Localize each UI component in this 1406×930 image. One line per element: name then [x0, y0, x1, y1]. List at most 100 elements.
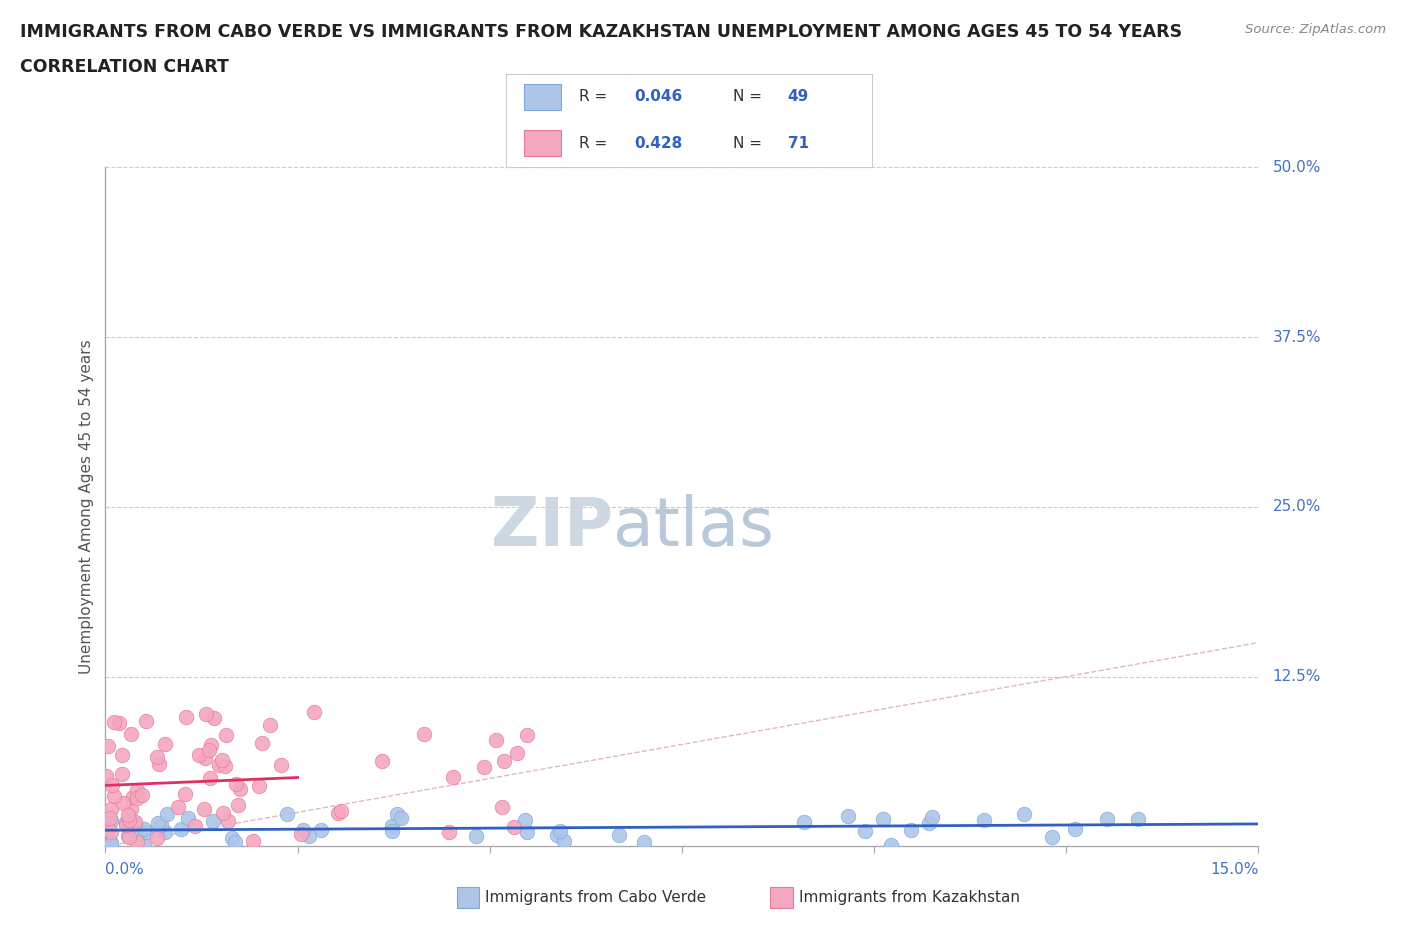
Point: [326, 806, 349, 821]
Point: [188, 748, 211, 763]
Point: [242, 833, 264, 848]
Point: [548, 824, 571, 839]
Point: [110, 766, 132, 781]
Point: [125, 835, 148, 850]
Point: [472, 760, 495, 775]
Point: [117, 807, 139, 822]
Point: [506, 746, 529, 761]
Point: [120, 726, 142, 741]
Point: [146, 830, 169, 845]
Point: [153, 737, 176, 751]
Point: [793, 815, 815, 830]
Point: [124, 816, 146, 830]
Text: Immigrants from Kazakhstan: Immigrants from Kazakhstan: [799, 890, 1019, 905]
Point: [135, 713, 157, 728]
Point: [439, 825, 461, 840]
Point: [1063, 821, 1085, 836]
Point: [202, 711, 225, 725]
Point: [100, 837, 122, 852]
Point: [122, 790, 145, 804]
Point: [208, 758, 231, 773]
Point: [108, 715, 131, 730]
Text: 0.428: 0.428: [634, 136, 682, 151]
Point: [115, 817, 138, 832]
Text: Immigrants from Cabo Verde: Immigrants from Cabo Verde: [485, 890, 706, 905]
Point: [200, 737, 222, 752]
Point: [193, 802, 215, 817]
Point: [880, 838, 903, 853]
Point: [252, 736, 274, 751]
Point: [103, 789, 125, 804]
Point: [921, 809, 943, 824]
Point: [214, 758, 236, 773]
Point: [309, 823, 332, 838]
Text: Source: ZipAtlas.com: Source: ZipAtlas.com: [1246, 23, 1386, 36]
Point: [101, 777, 124, 792]
Point: [292, 822, 315, 837]
Point: [1095, 812, 1118, 827]
Text: N =: N =: [733, 136, 766, 151]
Point: [169, 821, 191, 836]
Point: [516, 728, 538, 743]
Point: [1040, 830, 1063, 844]
Point: [156, 806, 179, 821]
Text: 37.5%: 37.5%: [1272, 329, 1320, 345]
Text: 25.0%: 25.0%: [1272, 499, 1320, 514]
Point: [194, 707, 217, 722]
Point: [124, 815, 146, 830]
Point: [198, 771, 221, 786]
Text: 15.0%: 15.0%: [1211, 862, 1258, 877]
Point: [148, 757, 170, 772]
Text: 12.5%: 12.5%: [1272, 669, 1320, 684]
Point: [229, 781, 252, 796]
Point: [1128, 812, 1150, 827]
Text: 49: 49: [787, 89, 808, 104]
Point: [131, 788, 153, 803]
Point: [117, 830, 139, 844]
Point: [100, 802, 122, 817]
Text: CORRELATION CHART: CORRELATION CHART: [20, 58, 229, 75]
Point: [118, 813, 141, 828]
Point: [515, 813, 537, 828]
Point: [215, 727, 238, 742]
Point: [94, 768, 117, 783]
Point: [607, 827, 630, 842]
Point: [225, 777, 247, 791]
Text: R =: R =: [579, 136, 613, 151]
Y-axis label: Unemployment Among Ages 45 to 54 years: Unemployment Among Ages 45 to 54 years: [79, 339, 94, 674]
Point: [202, 814, 225, 829]
Point: [132, 839, 155, 854]
Point: [221, 830, 243, 845]
Point: [464, 829, 486, 844]
Bar: [524, 84, 561, 110]
Point: [127, 790, 149, 805]
Point: [553, 833, 575, 848]
Point: [492, 753, 515, 768]
Point: [270, 758, 292, 773]
Point: [485, 732, 508, 747]
Point: [298, 829, 321, 844]
Point: [385, 807, 408, 822]
Point: [371, 753, 394, 768]
Point: [100, 824, 122, 839]
Point: [329, 804, 352, 818]
Point: [212, 805, 235, 820]
Point: [226, 797, 249, 812]
Point: [224, 834, 246, 849]
Point: [1012, 807, 1035, 822]
Point: [413, 726, 436, 741]
Point: [111, 748, 134, 763]
Point: [128, 824, 150, 839]
Point: [125, 782, 148, 797]
Text: R =: R =: [579, 89, 613, 104]
Point: [290, 827, 312, 842]
Point: [177, 810, 200, 825]
Point: [259, 717, 281, 732]
Point: [146, 750, 169, 764]
Point: [381, 823, 404, 838]
Point: [132, 821, 155, 836]
Point: [872, 812, 894, 827]
Point: [302, 705, 325, 720]
Point: [503, 819, 526, 834]
Point: [217, 814, 239, 829]
